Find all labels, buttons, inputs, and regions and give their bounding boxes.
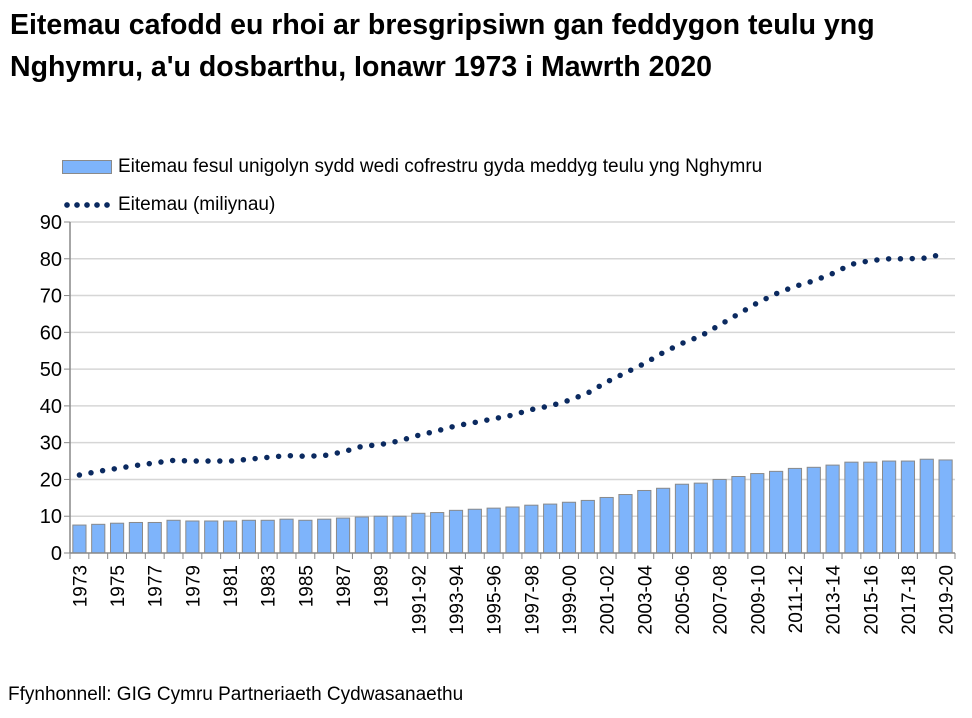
bar xyxy=(392,515,407,554)
x-tick-label: 1993-94 xyxy=(447,565,468,635)
bar xyxy=(637,489,652,554)
y-tick-label: 60 xyxy=(40,322,62,344)
bar xyxy=(411,512,426,554)
bar xyxy=(938,459,953,554)
source-note: Ffynhonnell: GIG Cymru Partneriaeth Cydw… xyxy=(8,684,464,705)
bar xyxy=(72,524,87,554)
bar xyxy=(147,521,162,554)
bar xyxy=(919,458,934,554)
bar xyxy=(750,473,765,554)
x-tick-label: 2011-12 xyxy=(786,565,807,633)
x-tick-label: 1973 xyxy=(70,565,91,607)
bar xyxy=(185,520,200,554)
bar xyxy=(260,519,275,554)
legend: Eitemau fesul unigolyn sydd wedi cofrest… xyxy=(62,148,762,224)
x-tick-label: 2003-04 xyxy=(635,565,656,635)
x-tick-label: 1999-00 xyxy=(560,565,581,635)
y-tick-label: 0 xyxy=(51,543,62,565)
bar xyxy=(712,478,727,554)
bar xyxy=(467,508,482,554)
x-tick-label: 1989 xyxy=(372,565,393,607)
bar xyxy=(524,504,539,554)
legend-bar-swatch xyxy=(62,160,112,174)
bar xyxy=(731,476,746,554)
bar xyxy=(486,507,501,554)
x-tick-label: 2005-06 xyxy=(673,565,694,635)
bar xyxy=(505,506,520,554)
y-tick-label: 90 xyxy=(40,212,62,234)
bar xyxy=(373,515,388,554)
bar xyxy=(166,519,181,554)
x-tick-label: 2019-20 xyxy=(937,565,958,635)
y-tick-label: 50 xyxy=(40,359,62,381)
chart-title: Eitemau cafodd eu rhoi ar bresgripsiwn g… xyxy=(10,9,875,83)
x-tick-label: 1991-92 xyxy=(409,565,430,635)
x-tick-label: 2007-08 xyxy=(711,565,732,635)
bar xyxy=(128,521,143,554)
bar xyxy=(599,496,614,554)
x-tick-label: 1975 xyxy=(108,565,129,607)
y-tick-label: 40 xyxy=(40,396,62,418)
bar xyxy=(222,520,238,554)
x-tick-label: 1981 xyxy=(221,565,242,607)
bar xyxy=(825,464,840,554)
bar xyxy=(279,518,294,554)
legend-item-bars: Eitemau fesul unigolyn sydd wedi cofrest… xyxy=(62,148,762,186)
bar xyxy=(298,519,313,554)
legend-label-line: Eitemau (miliynau) xyxy=(118,194,276,215)
x-tick-label: 1979 xyxy=(183,565,204,607)
bar xyxy=(618,494,633,554)
bar xyxy=(561,501,577,554)
x-tick-label: 2017-18 xyxy=(899,565,920,635)
y-tick-label: 80 xyxy=(40,249,62,271)
legend-label-bars: Eitemau fesul unigolyn sydd wedi cofrest… xyxy=(118,156,763,177)
bar xyxy=(656,487,671,554)
x-tick-label: 1987 xyxy=(334,565,355,607)
y-tick-label: 20 xyxy=(40,469,62,491)
x-tick-label: 2013-14 xyxy=(824,565,845,635)
bar xyxy=(882,460,897,554)
bar xyxy=(430,512,445,554)
x-tick-label: 2001-02 xyxy=(598,565,619,635)
legend-item-line: Eitemau (miliynau) xyxy=(62,186,762,224)
x-tick-label: 2015-16 xyxy=(861,565,882,635)
x-tick-label: 1997-98 xyxy=(522,565,543,635)
bar xyxy=(900,460,916,554)
bar xyxy=(91,523,106,554)
bar xyxy=(317,518,332,554)
x-tick-label: 1977 xyxy=(146,565,167,607)
x-tick-label: 1985 xyxy=(296,565,317,607)
x-tick-label: 2009-10 xyxy=(748,565,769,635)
x-tick-label: 1995-96 xyxy=(485,565,506,635)
bar xyxy=(693,482,708,554)
bar xyxy=(543,503,558,554)
bar xyxy=(674,483,690,554)
bar xyxy=(109,522,125,554)
x-tick-label: 1983 xyxy=(259,565,280,607)
bar xyxy=(335,517,351,554)
bar xyxy=(580,499,595,554)
bar xyxy=(863,461,878,554)
bar xyxy=(806,466,821,554)
bar xyxy=(787,467,803,554)
bar xyxy=(204,520,219,554)
legend-line-swatch xyxy=(62,202,112,208)
line-series-items xyxy=(76,250,949,478)
y-tick-label: 10 xyxy=(40,506,62,528)
bar xyxy=(844,461,859,554)
y-tick-label: 30 xyxy=(40,433,62,455)
bar xyxy=(769,470,784,554)
bar xyxy=(354,516,369,554)
bar xyxy=(241,519,256,554)
bar xyxy=(448,509,464,554)
y-tick-label: 70 xyxy=(40,286,62,308)
